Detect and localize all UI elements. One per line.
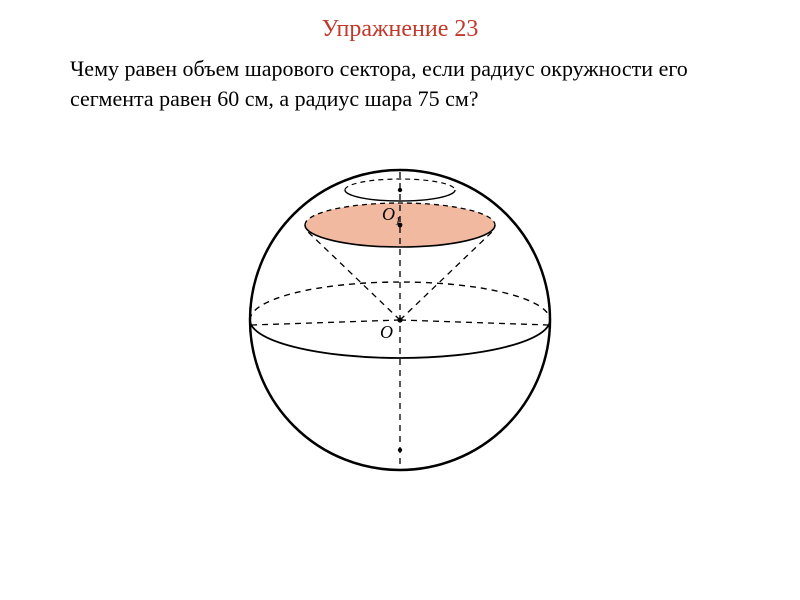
label-o1-sub: 1 <box>395 214 401 228</box>
sphere-diagram: O1 O <box>240 160 560 480</box>
point-top <box>398 188 402 192</box>
exercise-title: Упражнение 23 <box>0 16 800 43</box>
equator-radius-right <box>400 320 548 325</box>
page: Упражнение 23 Чему равен объем шарового … <box>0 0 800 600</box>
label-o1: O1 <box>382 204 401 229</box>
label-o: O <box>380 322 393 343</box>
point-o <box>397 317 402 322</box>
problem-text: Чему равен объем шарового сектора, если … <box>70 54 740 113</box>
equator-radius-left <box>252 320 400 325</box>
point-bottom <box>398 448 402 452</box>
label-o1-base: O <box>382 204 395 224</box>
